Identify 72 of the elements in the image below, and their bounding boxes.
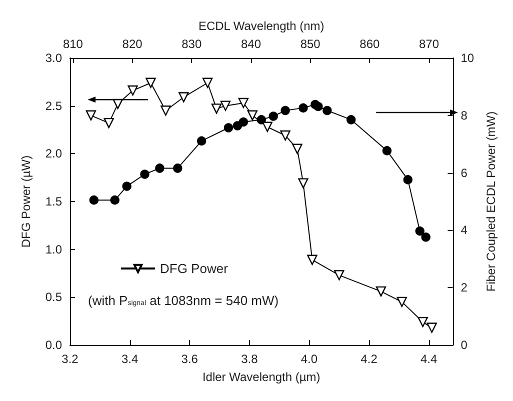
y-tick-label: 2.0 [45, 146, 62, 161]
x2-tick-label: 870 [419, 37, 440, 51]
point [280, 106, 290, 116]
x2-tick-label: 840 [240, 37, 262, 51]
y-axis-title: DFG Power (µW) [19, 155, 33, 248]
point [122, 182, 132, 191]
point [110, 195, 120, 205]
point [322, 106, 332, 116]
point [155, 164, 164, 173]
point [421, 232, 430, 242]
point [415, 226, 424, 236]
x-tick-label: 3.2 [62, 352, 79, 366]
y2-axis-title: Fiber Coupled ECDL Power (mW) [484, 111, 498, 292]
point [376, 286, 386, 297]
x2-tick-label: 830 [182, 37, 202, 51]
point [178, 92, 189, 102]
point [262, 122, 272, 132]
point [298, 103, 308, 113]
point [307, 254, 318, 265]
point [298, 178, 308, 188]
point [396, 296, 408, 308]
x-tick-label: 4.0 [300, 352, 318, 366]
y-tick-label: 0.0 [45, 338, 62, 352]
point [238, 98, 249, 108]
point [418, 316, 428, 328]
x2-tick-label: 810 [62, 37, 84, 51]
point [196, 136, 206, 146]
point [238, 117, 248, 127]
point [140, 170, 150, 179]
x-tick-label: 4.4 [420, 352, 438, 366]
point [224, 123, 234, 132]
y2-tick-label: 6 [460, 166, 468, 180]
x2-tick-label: 850 [300, 37, 321, 51]
point [202, 78, 213, 88]
y2-tick-label: 10 [460, 51, 474, 65]
y-tick-label: 2.5 [45, 98, 62, 113]
point [86, 110, 96, 120]
point [268, 112, 278, 121]
x-tick-label: 3.8 [241, 352, 258, 366]
point [334, 270, 344, 280]
legend-label: DFG Power [160, 261, 229, 276]
y-tick-label: 1.0 [45, 242, 62, 256]
point [220, 100, 231, 111]
point [403, 175, 412, 184]
x-tick-label: 3.4 [121, 352, 138, 366]
y2-tick-label: 2 [460, 280, 468, 295]
x2-tick-label: 820 [122, 37, 143, 51]
y2-tick-label: 0 [460, 338, 468, 352]
point [426, 322, 437, 333]
y-tick-label: 3.0 [45, 51, 62, 65]
y-tick-label: 0.5 [45, 290, 62, 304]
point [280, 130, 290, 141]
y2-tick-label: 4 [460, 223, 468, 238]
point [173, 164, 182, 173]
x2-axis-title: ECDL Wavelength (nm) [198, 19, 324, 33]
point [346, 115, 356, 124]
point [292, 144, 302, 154]
x-tick-label: 3.6 [181, 352, 198, 366]
point [128, 85, 138, 96]
point [314, 102, 323, 112]
x-tick-label: 4.2 [360, 352, 378, 366]
point [89, 195, 99, 205]
x2-tick-label: 860 [360, 37, 380, 51]
x-axis-title: Idler Wavelength (µm) [202, 370, 320, 384]
point [382, 146, 392, 156]
point [104, 118, 114, 128]
y-tick-label: 1.5 [45, 194, 62, 208]
y2-tick-label: 8 [460, 108, 468, 122]
point [247, 110, 258, 120]
point [160, 106, 171, 116]
point [211, 104, 222, 114]
point [146, 78, 156, 88]
